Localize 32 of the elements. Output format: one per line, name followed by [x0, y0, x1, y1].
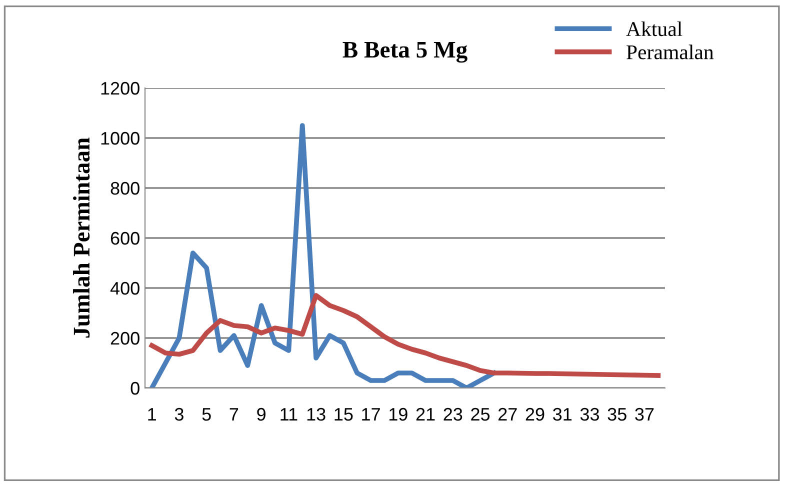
x-tick-label: 19 [389, 408, 408, 421]
legend-label: Peramalan [626, 44, 714, 60]
x-tick-label: 27 [498, 408, 517, 421]
x-tick-label: 13 [307, 408, 326, 421]
y-tick-label: 800 [110, 182, 140, 195]
y-tick-label: 200 [110, 332, 140, 345]
legend-label: Aktual [626, 21, 682, 36]
x-tick-label: 35 [608, 408, 626, 421]
x-tick-label: 31 [553, 408, 572, 421]
y-axis-title: Jumlah Permintaan [73, 138, 90, 338]
chart-title: B Beta 5 Mg [342, 42, 468, 63]
x-tick-label: 33 [580, 408, 599, 421]
y-tick-label: 1200 [101, 82, 140, 95]
x-tick-label: 29 [526, 408, 544, 421]
x-tick-label: 7 [230, 408, 238, 421]
x-tick-label: 11 [280, 408, 298, 421]
x-tick-label: 25 [471, 408, 490, 421]
line-series [149, 123, 496, 388]
y-tick-label: 1000 [101, 132, 140, 145]
x-tick-label: 9 [257, 408, 266, 421]
x-tick-label: 1 [148, 408, 156, 421]
x-tick-label: 21 [416, 408, 435, 421]
y-tick-label: 0 [130, 382, 140, 395]
y-tick-label: 600 [110, 232, 140, 245]
y-tick-label: 400 [110, 282, 140, 295]
x-tick-label: 5 [202, 408, 211, 421]
x-tick-label: 3 [174, 408, 184, 421]
x-tick-label: 23 [444, 408, 462, 421]
x-tick-label: 17 [362, 408, 380, 421]
x-tick-label: 37 [635, 408, 654, 421]
line-series [149, 293, 661, 378]
x-tick-label: 15 [334, 408, 353, 421]
